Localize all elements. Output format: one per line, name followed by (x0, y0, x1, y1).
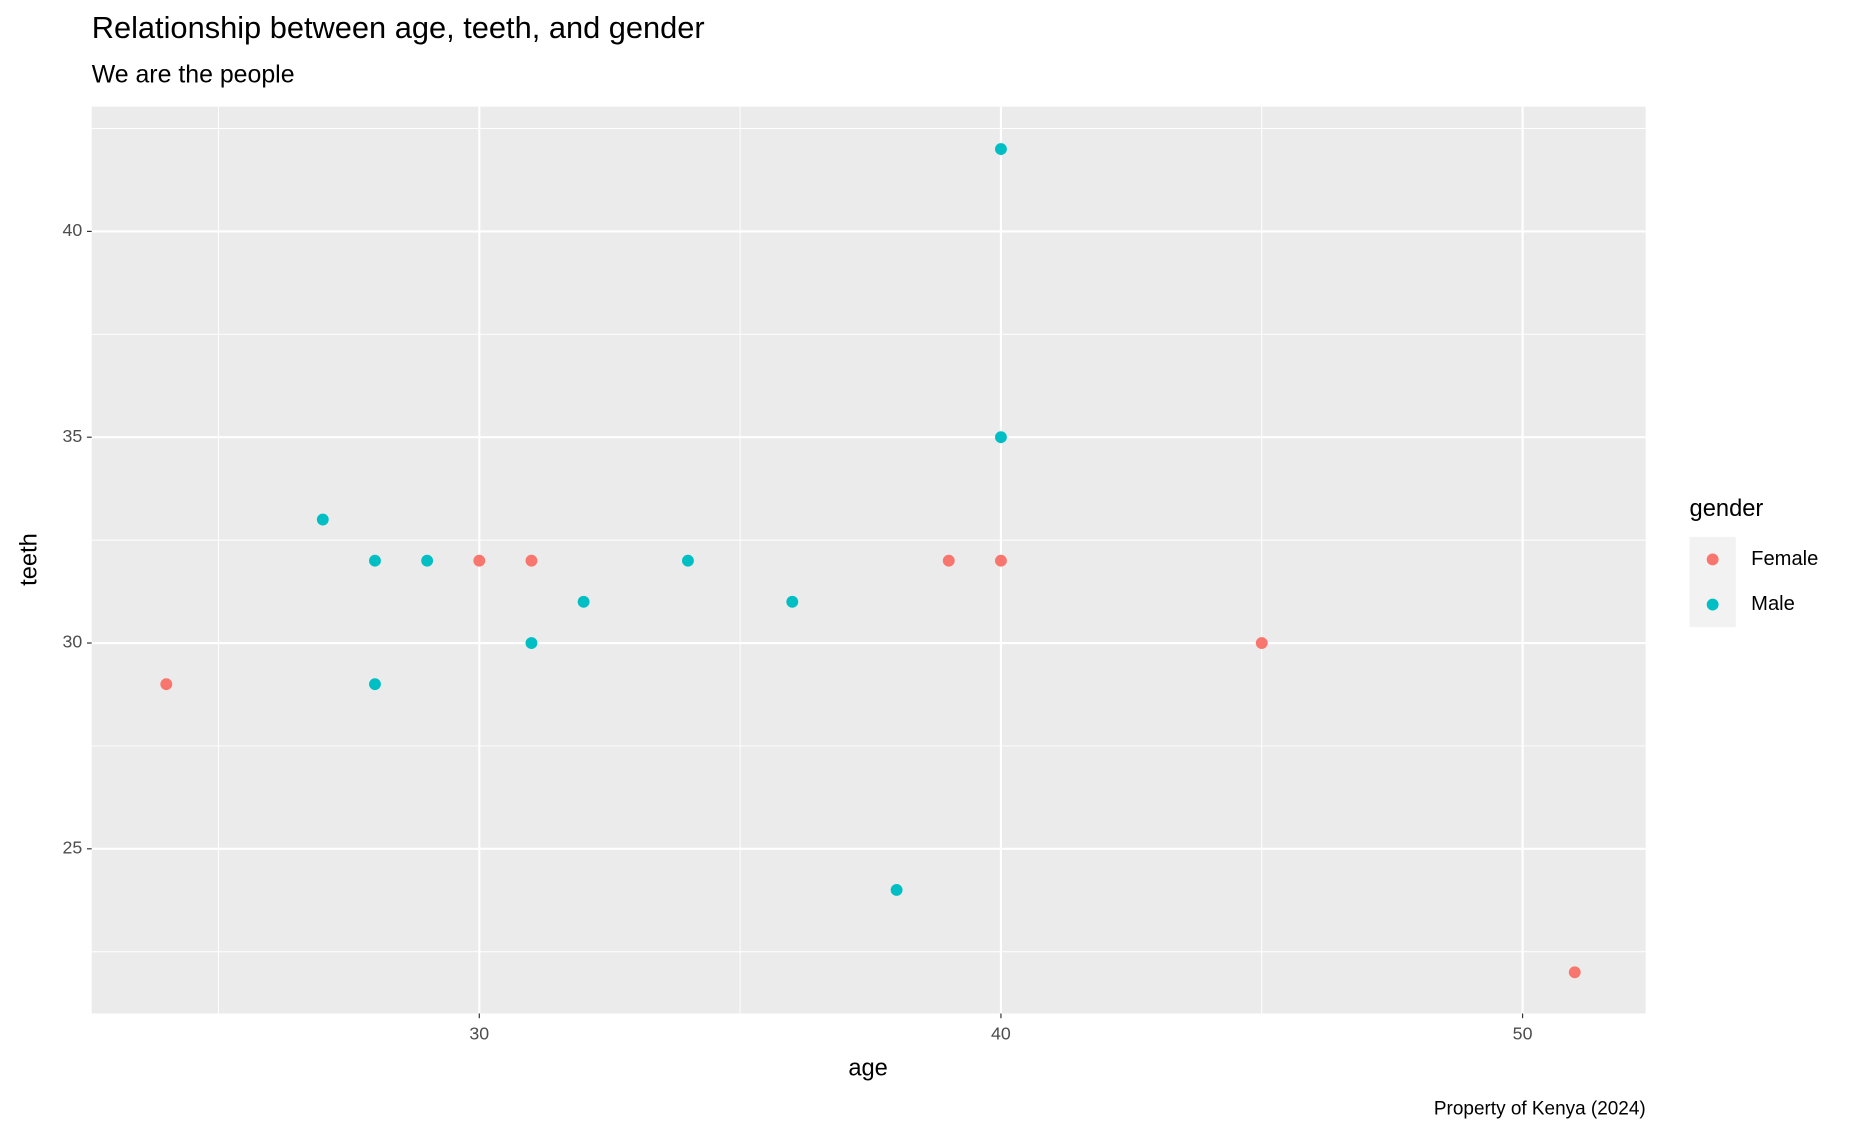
caption: Property of Kenya (2024) (1434, 1098, 1646, 1119)
x-axis-label: age (848, 1055, 888, 1081)
legend-key-background (1689, 536, 1736, 628)
chart-title: Relationship between age, teeth, and gen… (92, 10, 705, 45)
point (1255, 637, 1268, 649)
legend-key (1706, 553, 1719, 566)
point (160, 678, 173, 691)
legend-label: Female (1751, 548, 1818, 570)
legend-title: gender (1690, 496, 1764, 522)
point (525, 637, 538, 649)
legend-key (1706, 598, 1719, 611)
y-tick-label: 35 (62, 426, 82, 446)
point (995, 554, 1007, 567)
point (995, 143, 1007, 156)
point (525, 554, 538, 567)
point (786, 595, 799, 608)
point (1568, 966, 1581, 979)
legend-label: Male (1751, 593, 1795, 615)
point (682, 554, 694, 567)
y-axis-label: teeth (16, 533, 42, 586)
point (577, 595, 590, 608)
y-tick-label: 40 (62, 220, 82, 240)
point (995, 431, 1007, 444)
point (421, 554, 434, 567)
x-tick-label: 30 (469, 1024, 489, 1044)
x-tick-label: 50 (1513, 1024, 1533, 1044)
chart-subtitle: We are the people (92, 60, 295, 88)
point (942, 554, 955, 567)
point (369, 554, 381, 567)
point (473, 554, 486, 567)
y-tick-label: 25 (62, 838, 82, 858)
point (316, 513, 329, 526)
point (369, 678, 381, 691)
plot-panel (91, 106, 1646, 1014)
y-tick-label: 30 (62, 632, 82, 652)
x-tick-label: 40 (991, 1024, 1011, 1044)
point (890, 884, 903, 896)
